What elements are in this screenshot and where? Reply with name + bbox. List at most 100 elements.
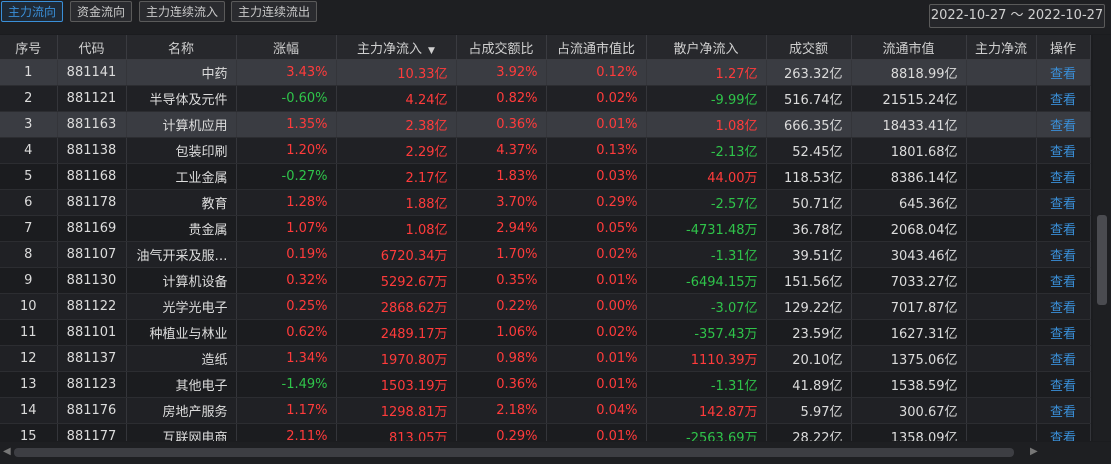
cell-index: 7 bbox=[0, 215, 58, 242]
cell-turnover-ratio: 0.29% bbox=[456, 423, 547, 441]
table-row[interactable]: 5 881168 工业金属 -0.27% 2.17亿 1.83% 0.03% 44.00万 11… bbox=[0, 163, 1091, 190]
scroll-left-icon[interactable]: ◀ bbox=[3, 446, 11, 457]
col-header-volume[interactable]: 成交额 bbox=[766, 35, 852, 60]
cell-main-inflow: 5292.67万 bbox=[336, 267, 457, 294]
cell-turnover-ratio: 2.18% bbox=[456, 397, 547, 424]
horizontal-scrollbar[interactable]: ◀ ▶ bbox=[0, 442, 1111, 464]
cell-main-inflow: 2868.62万 bbox=[336, 293, 457, 320]
fund-flow-table: 序号 代码 名称 涨幅 主力净流入 ▼ 占成交额比 占流通市值比 散户净流入 成交… bbox=[0, 35, 1092, 441]
vertical-scrollbar[interactable] bbox=[1093, 35, 1111, 441]
table-row[interactable]: 14 881176 房地产服务 1.17% 1298.81万 2.18% 0.04% 142.… bbox=[0, 397, 1091, 424]
cell-float-cap: 8386.14亿 bbox=[851, 163, 967, 190]
view-button[interactable]: 查看 bbox=[1036, 85, 1091, 112]
col-header-main-net[interactable]: 主力净流 bbox=[966, 35, 1037, 60]
cell-main-inflow: 1.88亿 bbox=[336, 189, 457, 216]
view-button[interactable]: 查看 bbox=[1036, 293, 1091, 320]
cell-main-inflow: 4.24亿 bbox=[336, 85, 457, 112]
table-row[interactable]: 13 881123 其他电子 -1.49% 1503.19万 0.36% 0.01% -1.3… bbox=[0, 371, 1091, 398]
cell-index: 6 bbox=[0, 189, 58, 216]
horizontal-scrollbar-thumb[interactable] bbox=[14, 448, 1014, 457]
scroll-right-icon[interactable]: ▶ bbox=[1030, 446, 1038, 457]
cell-index: 4 bbox=[0, 137, 58, 164]
date-range-picker[interactable]: 2022-10-27 ～ 2022-10-27 bbox=[929, 4, 1105, 28]
view-button[interactable]: 查看 bbox=[1036, 345, 1091, 372]
cell-index: 5 bbox=[0, 163, 58, 190]
col-header-float-cap-ratio[interactable]: 占流通市值比 bbox=[546, 35, 647, 60]
tab-main-flow[interactable]: 主力流向 bbox=[1, 1, 63, 22]
cell-code: 881178 bbox=[57, 189, 127, 216]
view-button[interactable]: 查看 bbox=[1036, 371, 1091, 398]
view-button[interactable]: 查看 bbox=[1036, 241, 1091, 268]
col-header-retail-inflow[interactable]: 散户净流入 bbox=[646, 35, 767, 60]
cell-turnover-ratio: 0.36% bbox=[456, 111, 547, 138]
cell-code: 881107 bbox=[57, 241, 127, 268]
cell-retail-inflow: 1110.39万 bbox=[646, 345, 767, 372]
cell-main-inflow: 2.38亿 bbox=[336, 111, 457, 138]
col-header-main-inflow[interactable]: 主力净流入 ▼ bbox=[336, 35, 457, 60]
cell-code: 881121 bbox=[57, 85, 127, 112]
cell-code: 881123 bbox=[57, 371, 127, 398]
cell-float-cap-ratio: 0.01% bbox=[546, 267, 647, 294]
view-button[interactable]: 查看 bbox=[1036, 189, 1091, 216]
table-row[interactable]: 10 881122 光学光电子 0.25% 2868.62万 0.22% 0.00% -3.0… bbox=[0, 293, 1091, 320]
table-row[interactable]: 3 881163 计算机应用 1.35% 2.38亿 0.36% 0.01% 1.08亿 666… bbox=[0, 111, 1091, 138]
view-button[interactable]: 查看 bbox=[1036, 163, 1091, 190]
tab-continuous-outflow[interactable]: 主力连续流出 bbox=[231, 1, 317, 22]
table-row[interactable]: 8 881107 油气开采及服… 0.19% 6720.34万 1.70% 0.02% -1.… bbox=[0, 241, 1091, 268]
table-row[interactable]: 12 881137 造纸 1.34% 1970.80万 0.98% 0.01% 1110.39… bbox=[0, 345, 1091, 372]
cell-volume: 28.22亿 bbox=[766, 423, 852, 441]
col-header-index[interactable]: 序号 bbox=[0, 35, 58, 60]
cell-retail-inflow: -1.31亿 bbox=[646, 371, 767, 398]
cell-float-cap-ratio: 0.29% bbox=[546, 189, 647, 216]
vertical-scrollbar-thumb[interactable] bbox=[1097, 215, 1107, 305]
cell-change: -0.60% bbox=[236, 85, 337, 112]
cell-float-cap-ratio: 0.01% bbox=[546, 345, 647, 372]
cell-float-cap-ratio: 0.02% bbox=[546, 241, 647, 268]
view-button[interactable]: 查看 bbox=[1036, 137, 1091, 164]
tab-continuous-inflow[interactable]: 主力连续流入 bbox=[139, 1, 225, 22]
cell-index: 14 bbox=[0, 397, 58, 424]
table-row[interactable]: 15 881177 互联网电商 2.11% 813.05万 0.29% 0.01% -2563… bbox=[0, 423, 1091, 441]
cell-change: 1.28% bbox=[236, 189, 337, 216]
view-button[interactable]: 查看 bbox=[1036, 397, 1091, 424]
col-header-turnover-ratio[interactable]: 占成交额比 bbox=[456, 35, 547, 60]
cell-main-inflow: 813.05万 bbox=[336, 423, 457, 441]
cell-turnover-ratio: 0.82% bbox=[456, 85, 547, 112]
cell-float-cap: 7017.87亿 bbox=[851, 293, 967, 320]
table-row[interactable]: 7 881169 贵金属 1.07% 1.08亿 2.94% 0.05% -4731.48万 3… bbox=[0, 215, 1091, 242]
cell-main-net bbox=[966, 163, 1037, 190]
tab-fund-flow[interactable]: 资金流向 bbox=[70, 1, 132, 22]
table-row[interactable]: 4 881138 包装印刷 1.20% 2.29亿 4.37% 0.13% -2.13亿 52.… bbox=[0, 137, 1091, 164]
cell-volume: 516.74亿 bbox=[766, 85, 852, 112]
col-header-float-cap[interactable]: 流通市值 bbox=[851, 35, 967, 60]
cell-name: 半导体及元件 bbox=[126, 85, 237, 112]
col-header-code[interactable]: 代码 bbox=[57, 35, 127, 60]
table-row[interactable]: 11 881101 种植业与林业 0.62% 2489.17万 1.06% 0.02% -35… bbox=[0, 319, 1091, 346]
view-button[interactable]: 查看 bbox=[1036, 215, 1091, 242]
table-row[interactable]: 1 881141 中药 3.43% 10.33亿 3.92% 0.12% 1.27亿 263.3… bbox=[0, 59, 1091, 86]
cell-name: 计算机设备 bbox=[126, 267, 237, 294]
cell-volume: 129.22亿 bbox=[766, 293, 852, 320]
cell-code: 881137 bbox=[57, 345, 127, 372]
cell-change: 1.34% bbox=[236, 345, 337, 372]
cell-code: 881169 bbox=[57, 215, 127, 242]
view-button[interactable]: 查看 bbox=[1036, 267, 1091, 294]
view-button[interactable]: 查看 bbox=[1036, 59, 1091, 86]
cell-main-net bbox=[966, 293, 1037, 320]
cell-volume: 118.53亿 bbox=[766, 163, 852, 190]
table-row[interactable]: 6 881178 教育 1.28% 1.88亿 3.70% 0.29% -2.57亿 50.71… bbox=[0, 189, 1091, 216]
toolbar: 主力流向 资金流向 主力连续流入 主力连续流出 2022-10-27 ～ 202… bbox=[0, 0, 1111, 34]
view-button[interactable]: 查看 bbox=[1036, 111, 1091, 138]
cell-float-cap: 21515.24亿 bbox=[851, 85, 967, 112]
cell-index: 15 bbox=[0, 423, 58, 441]
cell-main-inflow: 2.17亿 bbox=[336, 163, 457, 190]
cell-retail-inflow: -3.07亿 bbox=[646, 293, 767, 320]
view-button[interactable]: 查看 bbox=[1036, 319, 1091, 346]
cell-main-inflow: 1503.19万 bbox=[336, 371, 457, 398]
col-header-name[interactable]: 名称 bbox=[126, 35, 237, 60]
cell-turnover-ratio: 1.83% bbox=[456, 163, 547, 190]
view-button[interactable]: 查看 bbox=[1036, 423, 1091, 441]
table-row[interactable]: 9 881130 计算机设备 0.32% 5292.67万 0.35% 0.01% -6494… bbox=[0, 267, 1091, 294]
table-row[interactable]: 2 881121 半导体及元件 -0.60% 4.24亿 0.82% 0.02% -9.99亿… bbox=[0, 85, 1091, 112]
col-header-change[interactable]: 涨幅 bbox=[236, 35, 337, 60]
